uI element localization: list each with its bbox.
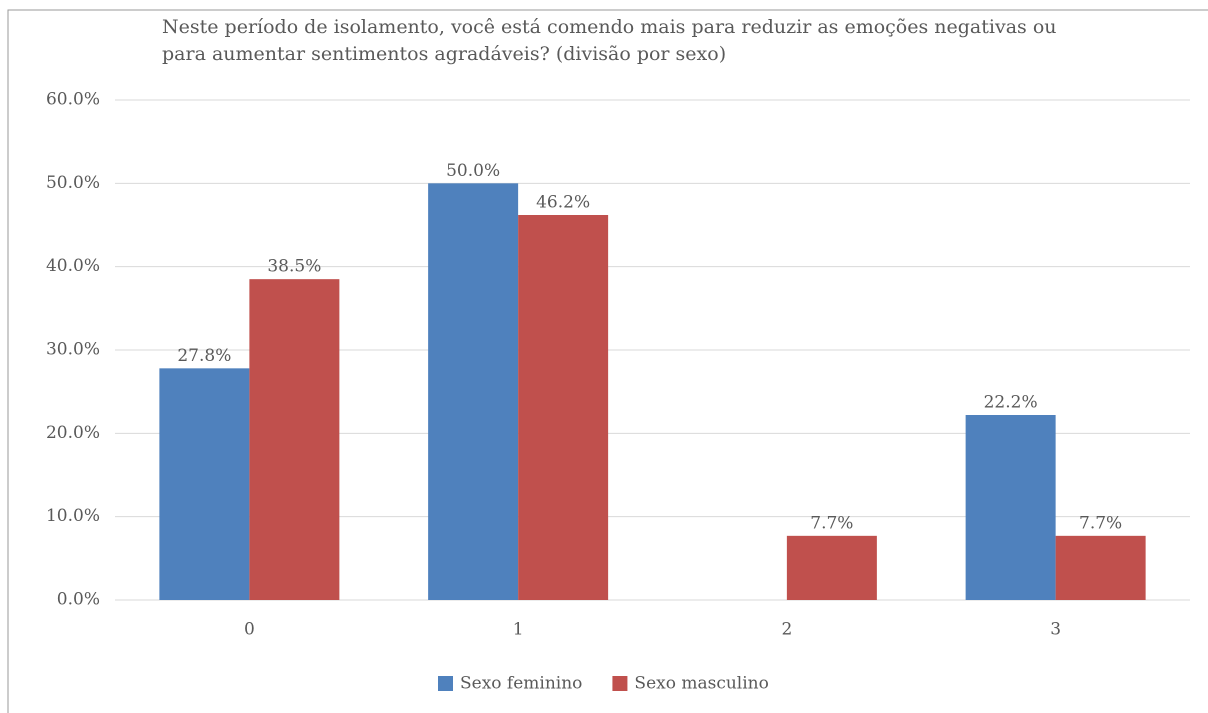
y-tick-label: 20.0% [46,423,100,443]
data-label: 7.7% [1079,513,1122,533]
bar [249,279,340,600]
data-label: 46.2% [536,193,590,213]
legend-label: Sexo feminino [460,674,582,694]
bar [1055,535,1146,600]
data-label: 27.8% [177,346,231,366]
y-tick-label: 0.0% [57,590,100,610]
bar [428,183,519,601]
y-tick-label: 60.0% [46,90,100,110]
x-tick-label: 0 [244,620,255,640]
bar [965,415,1056,600]
x-tick-label: 2 [781,620,792,640]
chart-frame [7,9,1208,713]
bar [786,535,877,600]
data-label: 50.0% [446,161,500,181]
y-tick-label: 10.0% [46,506,100,526]
y-tick-label: 40.0% [46,256,100,276]
y-tick-label: 50.0% [46,173,100,193]
bar [518,215,609,600]
y-tick-label: 30.0% [46,340,100,360]
legend-swatch [612,676,628,691]
data-label: 22.2% [984,393,1038,413]
legend-swatch [438,676,453,691]
data-label: 38.5% [267,257,321,277]
legend-label: Sexo masculino [634,674,768,694]
x-tick-label: 3 [1050,620,1061,640]
chart-title: Neste período de isolamento, você está c… [162,16,1057,65]
bar [159,368,250,600]
x-tick-label: 1 [513,620,524,640]
data-label: 7.7% [810,513,853,533]
